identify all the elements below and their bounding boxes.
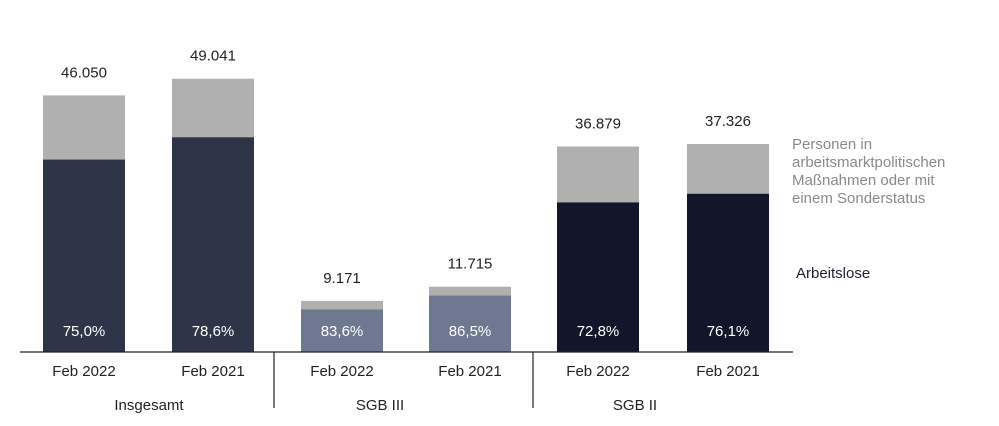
bar-segment-arbeitslose: [557, 202, 639, 352]
bar-total-label: 9.171: [323, 270, 361, 287]
bar-total-label: 37.326: [705, 113, 751, 130]
bar-share-label: 86,5%: [449, 323, 492, 340]
bar-segment-arbeitslose: [43, 159, 125, 352]
bar-share-label: 76,1%: [707, 323, 750, 340]
bar-segment-massnahmen: [172, 78, 254, 138]
group-label: SGB III: [356, 397, 404, 414]
legend-massnahmen: Personen in arbeitsmarktpolitischen Maßn…: [792, 136, 992, 208]
bar-segment-arbeitslose: [687, 193, 769, 352]
group-label: Insgesamt: [114, 397, 184, 414]
bar-share-label: 78,6%: [192, 323, 235, 340]
bar-total-label: 11.715: [448, 256, 493, 273]
bar-segment-massnahmen: [43, 95, 125, 160]
bar-share-label: 83,6%: [321, 323, 364, 340]
legend-massnahmen-line: Personen in: [792, 136, 873, 153]
bar-total-label: 49.041: [190, 48, 236, 65]
x-tick-label: Feb 2022: [310, 363, 373, 380]
bar-share-label: 75,0%: [63, 323, 106, 340]
legend-massnahmen-line: Maßnahmen oder mit: [792, 172, 935, 189]
x-tick-label: Feb 2021: [438, 363, 501, 380]
bar-total-label: 46.050: [61, 64, 107, 81]
bar-segment-massnahmen: [557, 146, 639, 203]
bar-share-label: 72,8%: [577, 323, 620, 340]
x-tick-label: Feb 2022: [566, 363, 629, 380]
bar-segment-massnahmen: [429, 286, 511, 296]
legend-massnahmen-line: einem Sonderstatus: [792, 190, 926, 207]
x-tick-label: Feb 2021: [696, 363, 759, 380]
x-tick-label: Feb 2021: [181, 363, 244, 380]
bar-segment-arbeitslose: [172, 137, 254, 352]
legend-arbeitslose: Arbeitslose: [796, 265, 871, 282]
bar-segment-massnahmen: [301, 300, 383, 310]
bar-segment-massnahmen: [687, 144, 769, 194]
legend-massnahmen-line: arbeitsmarktpolitischen: [792, 154, 946, 171]
bar-total-label: 36.879: [575, 116, 621, 133]
x-tick-label: Feb 2022: [52, 363, 115, 380]
bar-segment-arbeitslose: [429, 295, 511, 352]
bar-segment-arbeitslose: [301, 309, 383, 352]
group-label: SGB II: [613, 397, 657, 414]
